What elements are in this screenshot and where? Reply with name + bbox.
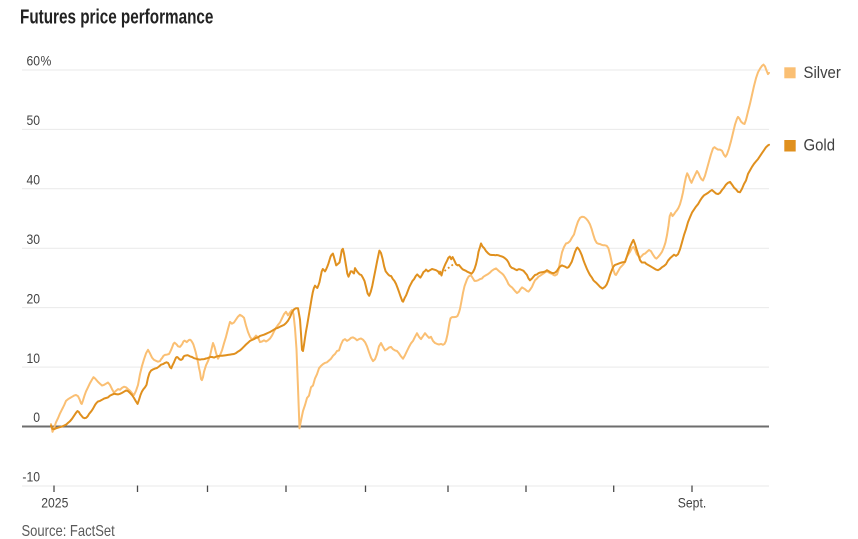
svg-text:-10: -10: [22, 469, 40, 485]
svg-text:Sept.: Sept.: [678, 494, 706, 510]
svg-text:40: 40: [26, 172, 40, 188]
svg-text:30: 30: [26, 231, 40, 247]
svg-text:0: 0: [33, 409, 40, 425]
svg-text:%: %: [41, 53, 52, 69]
svg-text:10: 10: [26, 350, 40, 366]
svg-text:20: 20: [26, 290, 40, 306]
svg-text:2025: 2025: [41, 494, 68, 510]
svg-text:60: 60: [26, 53, 40, 69]
svg-text:Futures price performance: Futures price performance: [20, 5, 213, 28]
svg-text:Source: FactSet: Source: FactSet: [22, 523, 115, 539]
svg-text:50: 50: [26, 112, 40, 128]
svg-text:Gold: Gold: [804, 137, 836, 155]
svg-text:Silver: Silver: [804, 64, 841, 82]
